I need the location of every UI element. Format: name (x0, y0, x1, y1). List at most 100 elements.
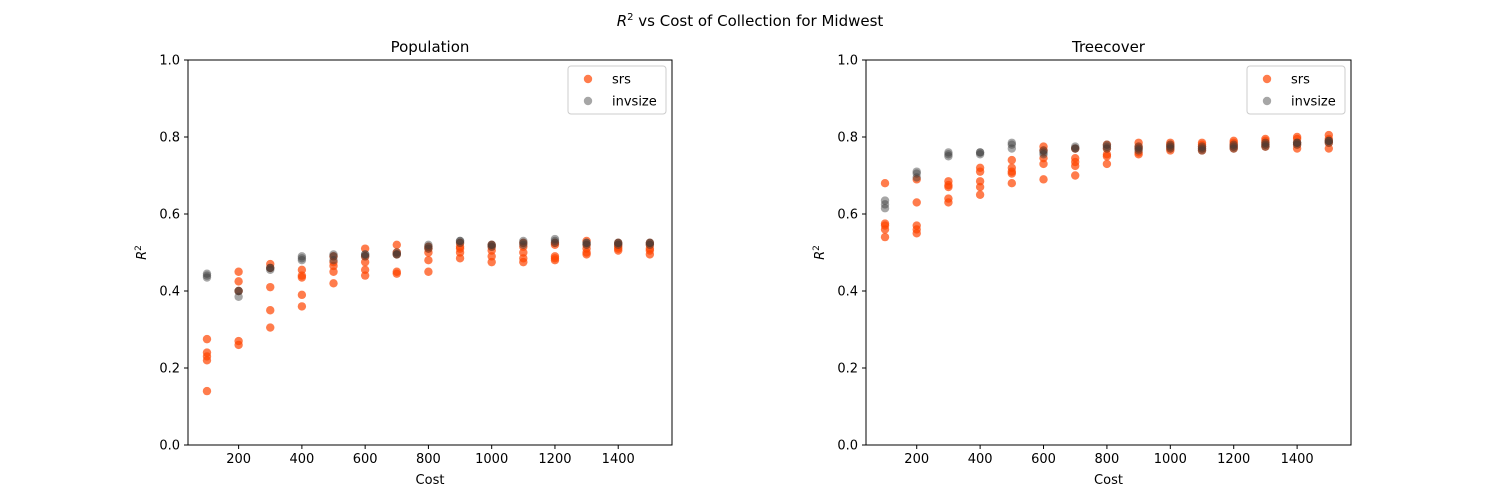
point-invsize-41 (1292, 138, 1302, 147)
point-invsize-21 (1102, 144, 1112, 153)
point-srs-64 (582, 236, 591, 246)
point-invsize-22 (424, 242, 433, 251)
point-srs-49 (1166, 138, 1175, 147)
x-axis-label: Cost (416, 473, 445, 488)
point-srs-27 (360, 257, 370, 267)
point-srs-57 (550, 252, 560, 261)
point-invsize-23 (1102, 140, 1112, 149)
point-srs-54 (519, 238, 528, 248)
point-invsize-5 (912, 167, 921, 176)
point-srs-59 (1229, 136, 1238, 146)
point-invsize-31 (519, 238, 528, 248)
point-srs-46 (487, 252, 496, 261)
x-tick-label: 800 (1095, 452, 1120, 467)
point-srs-29 (1039, 142, 1048, 151)
x-tick-label: 800 (416, 452, 441, 467)
point-invsize-15 (1039, 150, 1048, 159)
x-tick-label: 200 (904, 452, 929, 467)
y-tick-label: 0.6 (837, 208, 858, 223)
point-invsize-19 (392, 250, 401, 259)
point-invsize-8 (266, 263, 275, 273)
point-srs-37 (1102, 150, 1112, 159)
x-tick-label: 400 (289, 452, 314, 467)
x-tick-label: 600 (353, 452, 378, 467)
point-invsize-37 (1261, 140, 1270, 149)
point-srs-9 (234, 267, 243, 276)
point-invsize-16 (360, 250, 370, 259)
point-invsize-29 (487, 240, 496, 249)
legend-box (567, 65, 667, 115)
point-srs-33 (392, 248, 401, 257)
point-invsize-40 (614, 238, 623, 248)
legend-marker-srs (1262, 74, 1272, 84)
legend-marker-invsize (1262, 96, 1272, 106)
point-srs-16 (297, 290, 307, 300)
x-tick-label: 1000 (1154, 452, 1187, 467)
point-srs-26 (360, 265, 370, 275)
point-invsize-30 (1197, 146, 1207, 155)
point-srs-40 (455, 254, 465, 263)
point-srs-64 (1261, 134, 1270, 144)
point-invsize-4 (912, 169, 921, 178)
figure-title-rest: vs Cost of Collection for Midwest (634, 12, 884, 30)
population-panel: Population 200 400 600 800 1000 1200 1400 0.0 0.2… (134, 38, 673, 488)
y-axis-label: R2 (134, 245, 150, 260)
point-srs-44 (455, 238, 465, 248)
point-srs-49 (487, 240, 496, 249)
point-invsize-28 (1166, 142, 1175, 151)
point-srs-34 (1071, 144, 1080, 153)
legend-label-invsize: invsize (1291, 95, 1336, 110)
point-invsize-18 (392, 250, 401, 259)
axes-frame (865, 59, 1352, 446)
point-srs-0 (880, 232, 890, 242)
series-invsize (202, 234, 655, 301)
point-srs-17 (975, 177, 985, 186)
point-invsize-32 (1197, 142, 1207, 151)
point-invsize-5 (234, 286, 243, 296)
point-invsize-24 (1134, 146, 1143, 155)
x-tick-label: 1400 (1281, 452, 1314, 467)
point-invsize-25 (1134, 144, 1143, 153)
y-tick-label: 0.8 (837, 131, 858, 146)
point-srs-8 (234, 277, 243, 286)
point-srs-70 (1324, 144, 1334, 153)
point-srs-51 (519, 254, 528, 263)
point-invsize-6 (266, 265, 275, 275)
y-tick-label: 0.8 (159, 131, 180, 146)
point-srs-4 (880, 179, 890, 188)
point-invsize-27 (487, 242, 496, 251)
y-tick-label: 0.2 (837, 362, 858, 377)
x-tick-label: 200 (226, 452, 251, 467)
point-invsize-43 (1324, 136, 1334, 146)
point-invsize-27 (1166, 144, 1175, 153)
y-tick-label: 0.6 (159, 208, 180, 223)
point-invsize-1 (202, 271, 212, 280)
point-invsize-26 (1134, 142, 1143, 151)
point-invsize-26 (455, 236, 465, 246)
point-invsize-3 (912, 173, 921, 182)
point-srs-7 (912, 221, 921, 230)
point-srs-3 (880, 219, 890, 228)
point-srs-69 (1292, 132, 1302, 142)
point-invsize-3 (234, 292, 243, 301)
y-tick-label: 0.2 (159, 362, 180, 377)
chart-title: Treecover (1071, 38, 1146, 56)
point-invsize-10 (975, 148, 985, 157)
axes-frame (187, 59, 673, 446)
legend-marker-invsize (583, 96, 593, 106)
x-tick-label: 1000 (475, 452, 508, 467)
x-tick-label: 600 (1031, 452, 1056, 467)
point-invsize-12 (329, 256, 338, 265)
point-srs-74 (645, 238, 655, 248)
point-invsize-32 (519, 236, 528, 246)
figure-title: R2 vs Cost of Collection for Midwest (617, 12, 884, 30)
point-invsize-6 (944, 152, 953, 161)
x-tick-label: 1400 (602, 452, 635, 467)
point-invsize-21 (424, 244, 433, 253)
point-srs-28 (360, 252, 370, 261)
y-label-sup: 2 (134, 245, 144, 251)
point-invsize-41 (614, 238, 623, 248)
point-invsize-14 (329, 250, 338, 259)
point-srs-44 (1134, 138, 1143, 147)
